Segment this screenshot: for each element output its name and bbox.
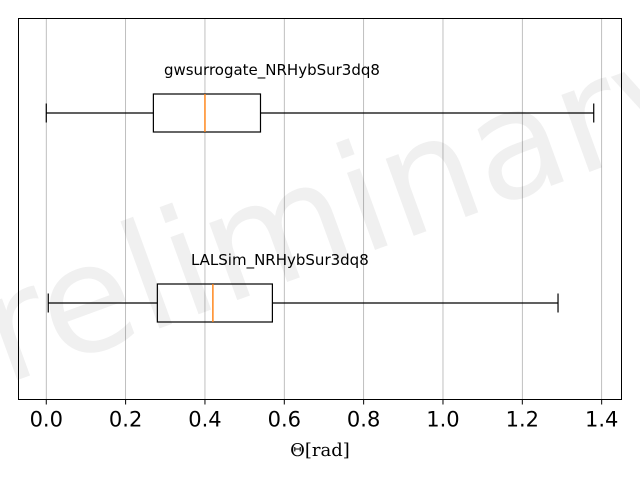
box-group: LALSim_NRHybSur3dq8 <box>47 251 559 323</box>
boxes: gwsurrogate_NRHybSur3dq8 LALSim_NRHybSur3… <box>45 61 595 323</box>
x-tick-label: 0.6 <box>268 408 301 432</box>
x-tick-label: 0.8 <box>347 408 380 432</box>
x-tick-label: 1.0 <box>426 408 459 432</box>
iqr-box <box>152 93 262 133</box>
x-axis-ticks: 0.0 0.2 0.4 0.6 0.8 1.0 1.2 1.4 <box>30 399 618 432</box>
iqr-box <box>156 283 273 323</box>
x-tick-label: 0.4 <box>188 408 221 432</box>
x-tick-label: 1.4 <box>585 408 618 432</box>
x-axis-label: Θ[rad] <box>290 440 350 461</box>
x-tick-label: 0.0 <box>30 408 63 432</box>
plot-area-frame <box>18 18 622 400</box>
grid-lines <box>45 18 603 400</box>
series-label: gwsurrogate_NRHybSur3dq8 <box>164 61 380 80</box>
series-label: LALSim_NRHybSur3dq8 <box>191 251 369 270</box>
x-tick-label: 1.2 <box>506 408 539 432</box>
x-tick-label: 0.2 <box>109 408 142 432</box>
box-group: gwsurrogate_NRHybSur3dq8 <box>45 61 595 133</box>
